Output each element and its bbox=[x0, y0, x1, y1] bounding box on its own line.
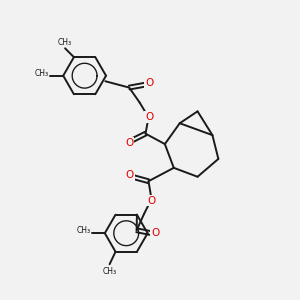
Text: O: O bbox=[145, 112, 153, 122]
Text: O: O bbox=[147, 196, 156, 206]
Text: CH₃: CH₃ bbox=[58, 38, 72, 47]
Text: O: O bbox=[126, 170, 134, 180]
Text: O: O bbox=[125, 138, 133, 148]
Text: O: O bbox=[145, 78, 153, 88]
Text: CH₃: CH₃ bbox=[34, 69, 48, 78]
Text: CH₃: CH₃ bbox=[103, 267, 117, 276]
Text: O: O bbox=[151, 228, 159, 238]
Text: CH₃: CH₃ bbox=[77, 226, 91, 235]
